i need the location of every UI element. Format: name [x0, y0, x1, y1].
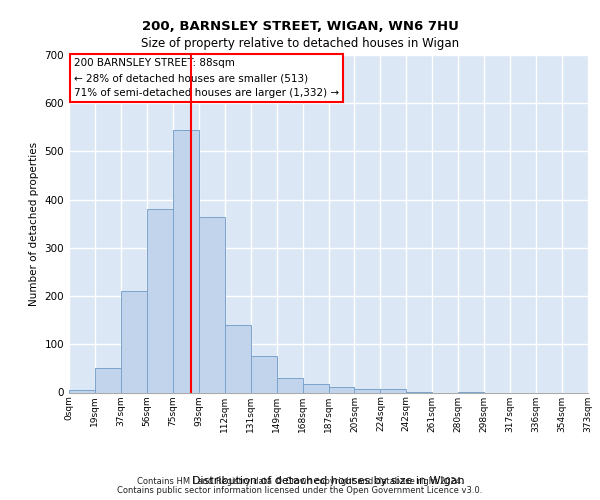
- Bar: [277, 378, 302, 392]
- Text: Size of property relative to detached houses in Wigan: Size of property relative to detached ho…: [141, 38, 459, 51]
- Text: Contains HM Land Registry data © Crown copyright and database right 2024.: Contains HM Land Registry data © Crown c…: [137, 477, 463, 486]
- Text: Contains public sector information licensed under the Open Government Licence v3: Contains public sector information licen…: [118, 486, 482, 495]
- Bar: [355, 388, 380, 392]
- Bar: [380, 389, 406, 392]
- Bar: [147, 210, 173, 392]
- Bar: [121, 291, 147, 392]
- Bar: [329, 386, 355, 392]
- Y-axis label: Number of detached properties: Number of detached properties: [29, 142, 39, 306]
- X-axis label: Distribution of detached houses by size in Wigan: Distribution of detached houses by size …: [192, 476, 465, 486]
- Text: 200 BARNSLEY STREET: 88sqm
← 28% of detached houses are smaller (513)
71% of sem: 200 BARNSLEY STREET: 88sqm ← 28% of deta…: [74, 58, 340, 98]
- Bar: [302, 384, 329, 392]
- Text: 200, BARNSLEY STREET, WIGAN, WN6 7HU: 200, BARNSLEY STREET, WIGAN, WN6 7HU: [142, 20, 458, 33]
- Bar: [69, 390, 95, 392]
- Bar: [225, 325, 251, 392]
- Bar: [199, 216, 224, 392]
- Bar: [95, 368, 121, 392]
- Bar: [173, 130, 199, 392]
- Bar: [251, 356, 277, 392]
